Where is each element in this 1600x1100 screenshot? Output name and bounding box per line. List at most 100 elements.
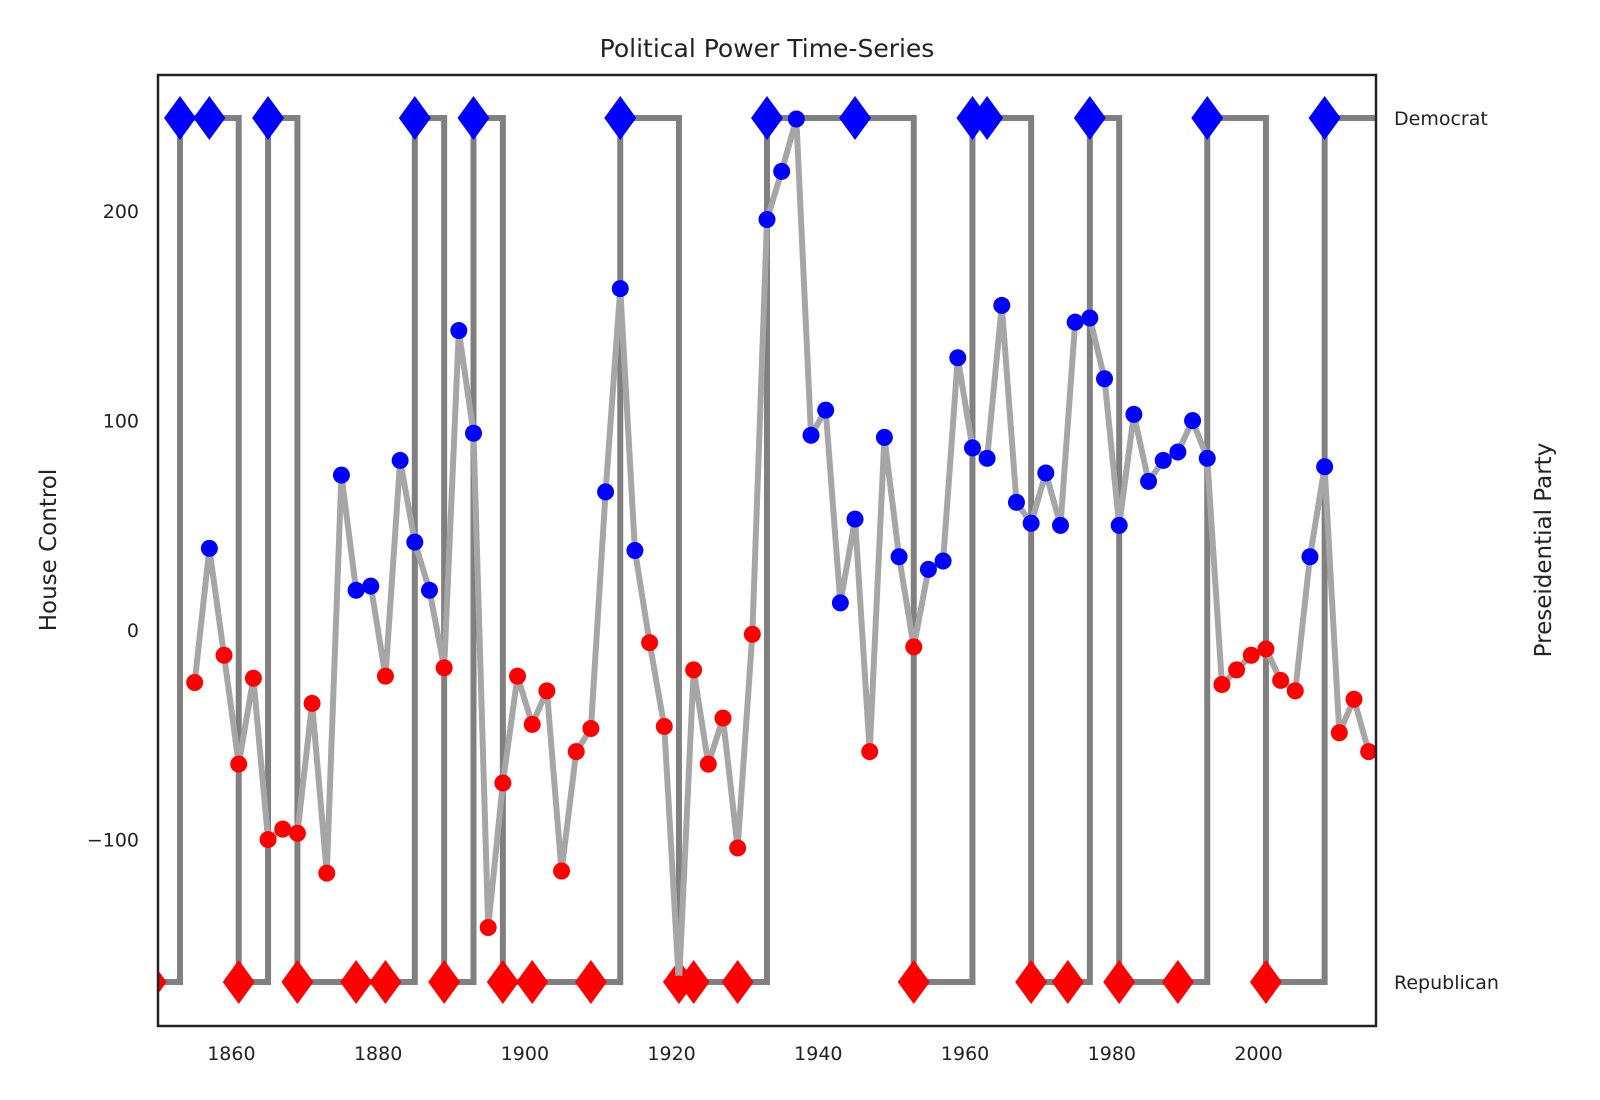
republican-president-marker [721,960,754,1004]
democrat-house-point [362,577,380,595]
democrat-house-point [332,466,350,484]
x-tick-label: 1860 [207,1043,255,1065]
democrat-house-point [1169,443,1187,461]
republican-president-marker [222,960,255,1004]
democrat-house-point [1037,464,1055,482]
democrat-house-point [391,451,409,469]
democrat-house-point [831,594,849,612]
democrat-house-point [1198,449,1216,467]
y-tick-label: 100 [103,411,139,433]
y2-axis-ticks: Democrat Republican [1394,108,1499,994]
presidency-series [158,96,1376,1004]
y-axis-label: House Control [36,469,62,632]
y2-tick-label: Democrat [1394,108,1488,130]
republican-house-point [1257,640,1275,658]
x-axis-ticks: 1860 1880 1900 1920 1940 1960 1980 2000 [207,1043,1283,1065]
democrat-president-marker [164,96,197,140]
republican-president-marker [1015,960,1048,1004]
democrat-house-point [846,510,864,528]
republican-house-point [274,820,292,838]
republican-house-point [582,720,600,738]
house-series [186,110,1376,993]
republican-president-marker [428,960,461,1004]
democrat-president-marker [252,96,285,140]
democrat-president-marker [839,96,872,140]
democrat-house-point [875,428,893,446]
y-tick-label: 200 [103,201,139,223]
x-tick-label: 2000 [1234,1043,1282,1065]
republican-house-point [288,824,306,842]
democrat-president-marker [193,96,226,140]
republican-house-point [479,919,497,937]
democrat-president-marker [1191,96,1224,140]
democrat-house-point [802,426,820,444]
republican-house-point [318,864,336,882]
democrat-house-point [890,548,908,566]
democrat-president-marker [1308,96,1341,140]
republican-president-marker [486,960,519,1004]
republican-house-point [641,634,659,652]
republican-house-point [509,667,527,685]
republican-house-point [655,717,673,735]
democrat-house-point [611,280,629,298]
democrat-house-point [1301,548,1319,566]
republican-house-point [729,839,747,857]
democrat-house-point [1125,405,1143,423]
democrat-president-marker [1073,96,1106,140]
republican-house-point [494,774,512,792]
republican-house-point [1330,724,1348,742]
plot-frame [156,73,1378,1028]
republican-house-point [905,638,923,656]
republican-house-point [215,646,233,664]
democrat-president-marker [457,96,490,140]
plot-area [158,96,1376,1004]
republican-president-marker [677,960,710,1004]
democrat-house-point [758,211,776,229]
democrat-house-point [1051,516,1069,534]
republican-house-point [186,673,204,691]
democrat-house-point [787,110,805,128]
democrat-president-marker [971,96,1004,140]
republican-president-marker [897,960,930,1004]
democrat-president-marker [604,96,637,140]
democrat-president-marker [398,96,431,140]
republican-house-point [670,975,688,993]
republican-house-point [553,862,571,880]
republican-president-marker [1103,960,1136,1004]
democrat-house-point [1316,458,1334,476]
republican-president-marker [1249,960,1282,1004]
democrat-house-point [465,424,483,442]
republican-house-point [303,694,321,712]
republican-house-point [538,682,556,700]
democrat-house-point [420,581,438,599]
republican-house-point [685,661,703,679]
republican-house-point [1286,682,1304,700]
y-tick-label: 0 [127,620,139,642]
democrat-house-point [993,296,1011,314]
democrat-house-point [1184,412,1202,430]
republican-house-point [1242,646,1260,664]
republican-president-marker [340,960,373,1004]
republican-house-point [861,743,879,761]
republican-house-point [699,755,717,773]
democrat-house-point [919,560,937,578]
republican-president-marker [369,960,402,1004]
republican-house-point [376,667,394,685]
republican-president-marker [574,960,607,1004]
democrat-house-point [1110,516,1128,534]
democrat-house-point [347,581,365,599]
republican-house-point [1213,676,1231,694]
republican-house-point [230,755,248,773]
democrat-house-point [817,401,835,419]
y-tick-label: −100 [87,830,139,852]
x-tick-label: 1920 [647,1043,695,1065]
house-control-line [191,115,1372,988]
democrat-house-point [773,162,791,180]
democrat-president-marker [751,96,783,140]
republican-house-point [1272,671,1290,689]
y2-tick-label: Republican [1394,972,1499,994]
x-tick-label: 1960 [941,1043,989,1065]
democrat-house-point [1066,313,1084,331]
